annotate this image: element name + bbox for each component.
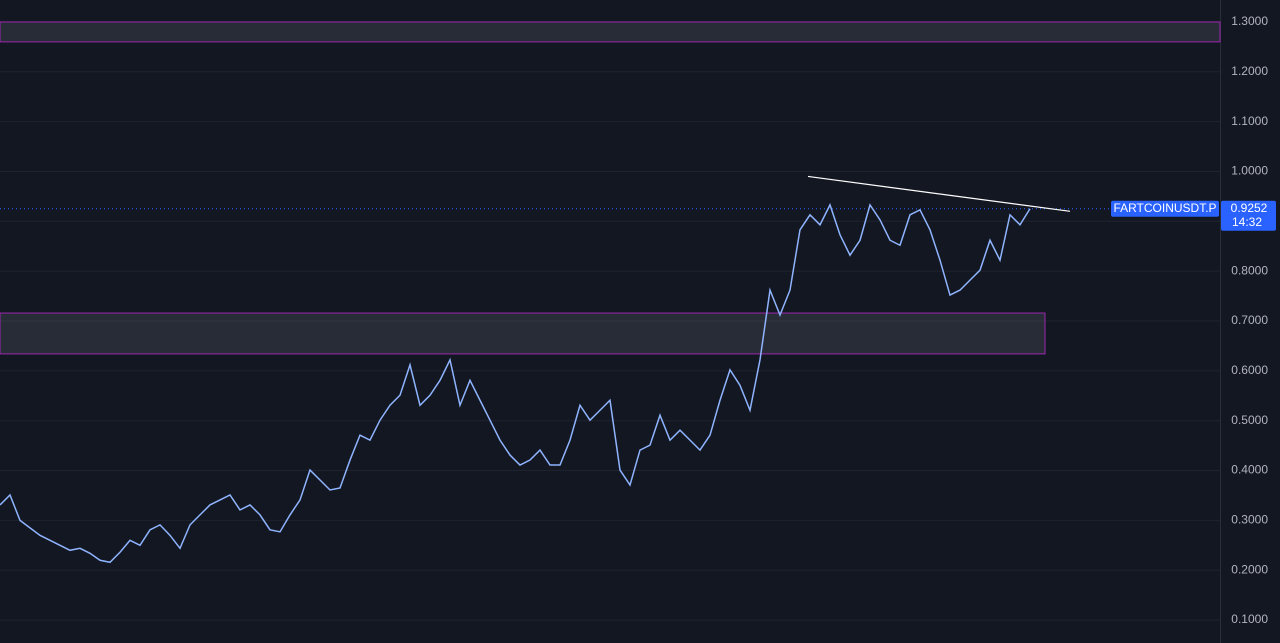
price-box bbox=[1221, 200, 1276, 231]
y-tick-label: 0.4000 bbox=[1231, 463, 1268, 477]
trendline bbox=[807, 175, 1071, 212]
price-line-series bbox=[0, 202, 1031, 564]
y-tick-label: 0.1000 bbox=[1231, 612, 1268, 626]
y-tick-label: 0.8000 bbox=[1231, 263, 1268, 277]
countdown-label: 14:32 bbox=[1232, 215, 1262, 229]
zone bbox=[0, 21, 1221, 43]
y-tick-label: 1.1000 bbox=[1231, 114, 1268, 128]
y-tick-label: 1.2000 bbox=[1231, 64, 1268, 78]
y-tick-label: 0.5000 bbox=[1231, 413, 1268, 427]
symbol-label: FARTCOINUSDT.P bbox=[1113, 201, 1216, 215]
y-tick-label: 1.0000 bbox=[1231, 164, 1268, 178]
y-tick-label: 0.7000 bbox=[1231, 313, 1268, 327]
y-tick-label: 0.3000 bbox=[1231, 513, 1268, 527]
symbol-box bbox=[1111, 200, 1219, 217]
zone bbox=[0, 312, 1046, 355]
price-label: 0.9252 bbox=[1231, 201, 1268, 215]
y-tick-label: 0.2000 bbox=[1231, 562, 1268, 576]
y-tick-label: 1.3000 bbox=[1231, 14, 1268, 28]
y-tick-label: 0.6000 bbox=[1231, 363, 1268, 377]
